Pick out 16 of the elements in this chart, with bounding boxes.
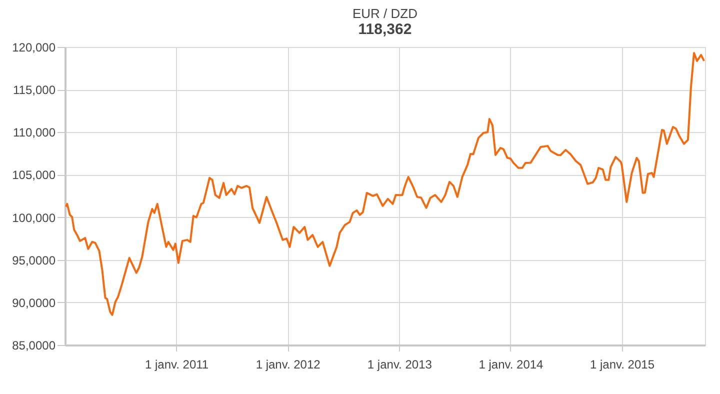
y-tick-label: 120,000 <box>12 40 56 54</box>
y-tick-label: 100,000 <box>12 210 56 225</box>
y-tick-label: 115,000 <box>13 83 56 98</box>
y-tick-label: 95,0000 <box>12 253 56 268</box>
x-tick-label: 1 janv. 2014 <box>478 358 544 372</box>
chart-subtitle: 118,362 <box>358 21 412 38</box>
x-tick-label: 1 janv. 2011 <box>144 358 209 372</box>
x-tick-label: 1 janv. 2012 <box>256 358 321 372</box>
chart-title: EUR / DZD <box>352 6 418 21</box>
y-tick-label: 85,0000 <box>12 338 56 352</box>
x-tick-label: 1 janv. 2015 <box>590 358 655 372</box>
y-tick-label: 110,000 <box>13 126 56 140</box>
y-tick-label: 90,0000 <box>12 296 56 310</box>
y-tick-label: 105,000 <box>12 168 56 182</box>
line-series <box>64 52 706 316</box>
x-tick-label: 1 janv. 2013 <box>367 358 432 372</box>
